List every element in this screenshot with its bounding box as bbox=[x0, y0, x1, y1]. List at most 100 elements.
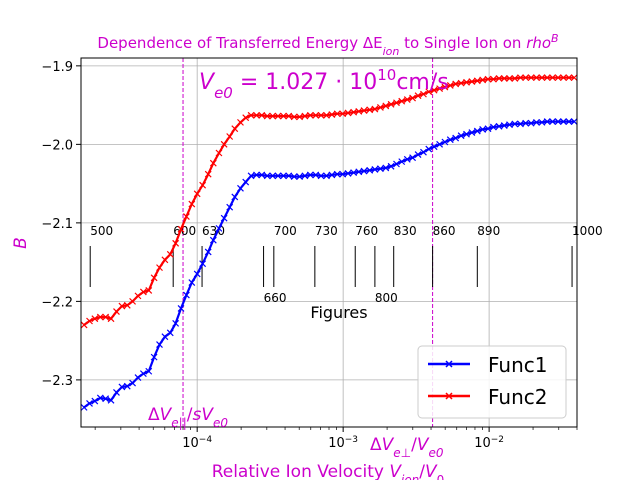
series-point-func2 bbox=[403, 96, 411, 104]
series-point-func1 bbox=[484, 125, 492, 133]
series-point-func2 bbox=[393, 99, 400, 107]
series-point-func2 bbox=[242, 114, 250, 122]
y-axis: −1.9 −2.0 −2.1 −2.2 −2.3 bbox=[41, 60, 81, 389]
legend-marker-func2 bbox=[445, 392, 453, 400]
series-point-func2 bbox=[296, 113, 304, 121]
series-point-func1 bbox=[430, 143, 438, 151]
series-point-func1 bbox=[172, 319, 180, 327]
series-point-func1 bbox=[376, 165, 384, 173]
series-point-func1 bbox=[328, 171, 336, 179]
series-point-func1 bbox=[398, 158, 406, 166]
series-point-func1 bbox=[414, 151, 422, 158]
series-point-func1 bbox=[258, 171, 266, 179]
y-tick-label: −2.1 bbox=[41, 217, 73, 232]
series-point-func2 bbox=[317, 111, 325, 119]
series-point-func2 bbox=[107, 315, 115, 323]
series-point-func2 bbox=[204, 170, 212, 178]
series-point-func2 bbox=[172, 239, 180, 247]
series-point-func2 bbox=[269, 112, 277, 120]
series-point-func2 bbox=[323, 111, 330, 119]
series-point-func1 bbox=[511, 120, 519, 128]
series-point-func2 bbox=[166, 250, 174, 258]
legend-label-func1: Func1 bbox=[488, 353, 547, 377]
series-point-func2 bbox=[80, 321, 88, 329]
series-point-func1 bbox=[549, 118, 556, 126]
series-point-func1 bbox=[446, 136, 454, 144]
figure-mark-label: 830 bbox=[394, 224, 417, 238]
series-point-func2 bbox=[301, 112, 309, 120]
figure-mark-label: 800 bbox=[375, 291, 398, 305]
series-point-func2 bbox=[570, 74, 578, 82]
series-point-func1 bbox=[323, 172, 330, 180]
series-point-func1 bbox=[118, 383, 126, 391]
series-point-func1 bbox=[554, 118, 562, 126]
figure-mark-label: 1000 bbox=[572, 224, 603, 238]
series-point-func2 bbox=[134, 292, 142, 300]
y-tick-label: −1.9 bbox=[41, 60, 73, 75]
series-point-func2 bbox=[479, 76, 487, 84]
series-point-func1 bbox=[123, 382, 131, 390]
series-point-func1 bbox=[360, 167, 368, 175]
series-point-func1 bbox=[113, 389, 120, 396]
series-point-func1 bbox=[473, 127, 481, 135]
series-point-func2 bbox=[280, 112, 287, 120]
series-point-func2 bbox=[452, 80, 460, 88]
series-point-func2 bbox=[263, 112, 271, 120]
figure-mark-label: 500 bbox=[90, 224, 113, 238]
series-point-func1 bbox=[543, 118, 551, 126]
series-point-func2 bbox=[156, 264, 163, 272]
series-point-func2 bbox=[123, 301, 131, 309]
series-point-func1 bbox=[393, 160, 400, 168]
series-point-func2 bbox=[339, 110, 347, 118]
series-point-func1 bbox=[506, 121, 513, 129]
series-point-func2 bbox=[177, 225, 185, 233]
series-point-func1 bbox=[333, 170, 341, 178]
series-point-func1 bbox=[226, 203, 234, 211]
series-point-func2 bbox=[371, 105, 379, 113]
series-point-func2 bbox=[463, 78, 470, 86]
series-point-func2 bbox=[290, 113, 298, 121]
series-point-func1 bbox=[263, 172, 271, 180]
series-point-func1 bbox=[102, 395, 110, 403]
figure-mark-label: 760 bbox=[355, 224, 378, 238]
series-point-func2 bbox=[436, 85, 444, 93]
y-tick-label: −2.3 bbox=[41, 374, 73, 389]
series-point-func2 bbox=[527, 74, 535, 82]
series-point-func2 bbox=[306, 111, 314, 119]
series-point-func1 bbox=[527, 119, 535, 127]
series-point-func1 bbox=[204, 248, 212, 256]
legend: Func1 Func2 bbox=[417, 345, 567, 419]
series-point-func2 bbox=[543, 74, 551, 82]
y-tick-label: −2.2 bbox=[41, 295, 73, 310]
series-point-func2 bbox=[199, 181, 207, 189]
series-point-func1 bbox=[344, 169, 352, 177]
legend-label-func2: Func2 bbox=[488, 385, 547, 409]
series-point-func1 bbox=[247, 172, 255, 180]
figure-mark-label: 660 bbox=[264, 291, 287, 305]
series-point-func2 bbox=[533, 74, 540, 82]
series-point-func2 bbox=[522, 74, 530, 82]
series-point-func2 bbox=[253, 111, 260, 119]
figure-mark-label: 600 bbox=[173, 224, 196, 238]
series-point-func1 bbox=[522, 119, 530, 127]
series-point-func1 bbox=[166, 329, 174, 337]
series-point-func1 bbox=[468, 129, 476, 137]
series-point-func1 bbox=[80, 403, 88, 411]
series-point-func2 bbox=[193, 190, 201, 198]
series-point-func2 bbox=[425, 88, 433, 96]
series-point-func1 bbox=[425, 145, 433, 153]
series-point-func2 bbox=[328, 111, 336, 118]
series-point-func1 bbox=[339, 170, 347, 178]
series-point-func1 bbox=[209, 236, 217, 244]
series-point-func1 bbox=[280, 172, 287, 180]
series-point-func1 bbox=[489, 123, 497, 131]
series-point-func1 bbox=[274, 172, 282, 180]
series-point-func2 bbox=[333, 110, 341, 118]
figure-mark-label: 890 bbox=[477, 224, 500, 238]
series-point-func2 bbox=[215, 149, 223, 157]
series-point-func2 bbox=[344, 109, 352, 117]
series-point-func2 bbox=[441, 83, 449, 91]
series-point-func1 bbox=[134, 374, 142, 381]
series-point-func1 bbox=[570, 118, 578, 126]
series-point-func2 bbox=[506, 74, 513, 82]
